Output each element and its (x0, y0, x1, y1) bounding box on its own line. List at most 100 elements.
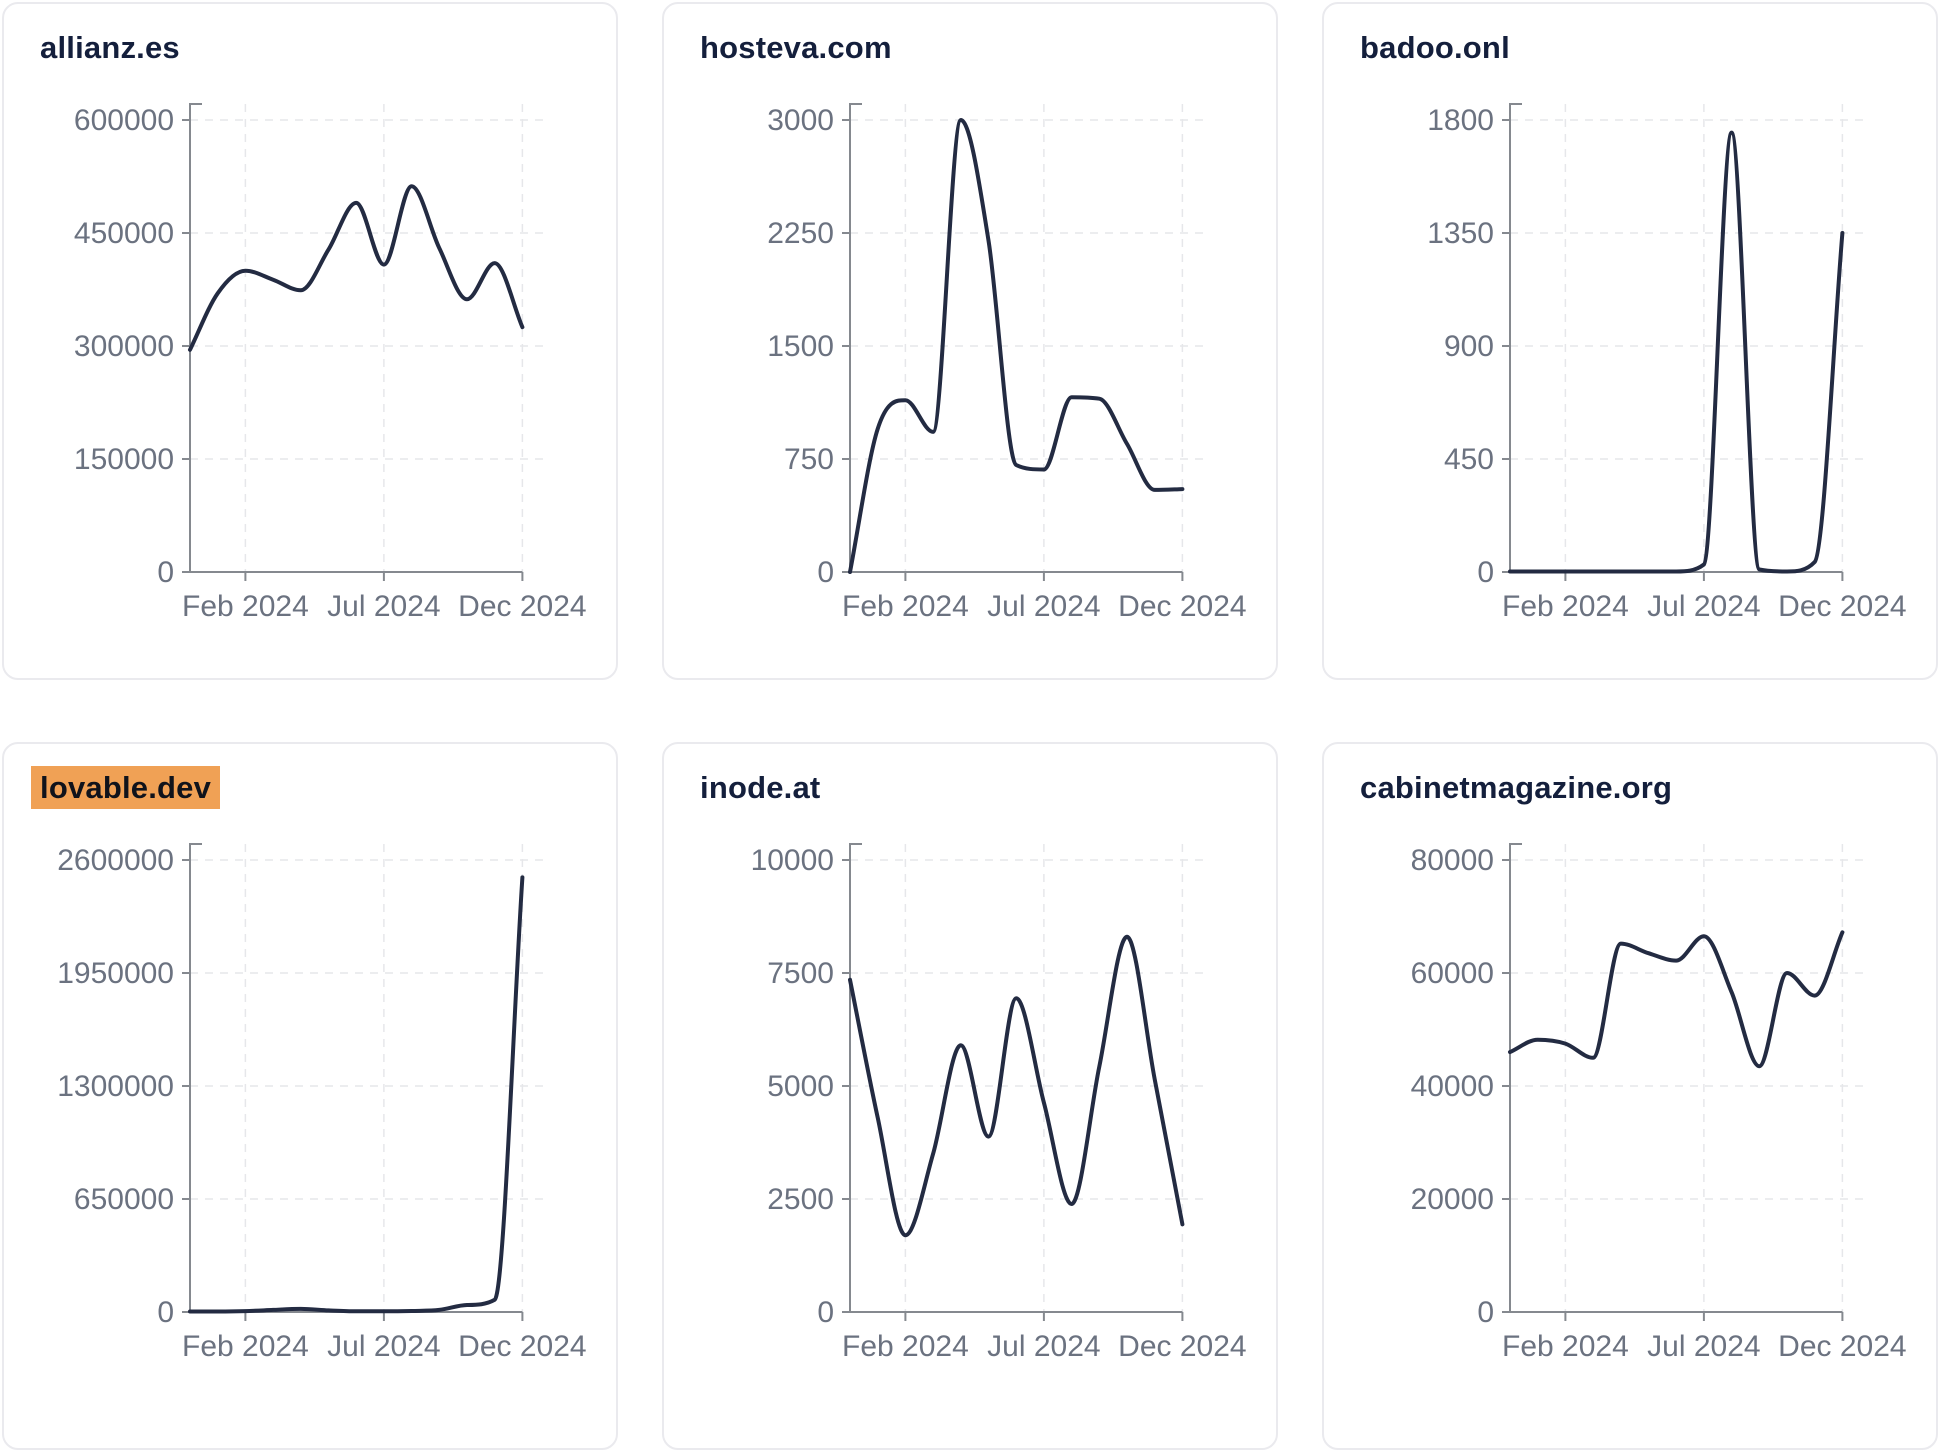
chart-title-row: cabinetmagazine.org (1324, 744, 1936, 816)
line-chart: 0 650000 1300000 1950000 2600000 Feb 2024 Jul … (57, 843, 587, 1363)
chart-title-selected[interactable]: lovable.dev (31, 766, 221, 809)
y-tick-label: 80000 (1411, 844, 1494, 877)
y-axis-labels: 0 450 900 1350 1800 (1427, 104, 1494, 589)
y-tick-label: 150000 (74, 443, 174, 476)
y-tick-label: 450000 (74, 217, 174, 250)
x-tick-label: Feb 2024 (842, 590, 969, 623)
y-tick-label: 60000 (1411, 957, 1494, 990)
chart-card: badoo.onl 0 450 900 1350 1800 Feb 2024 Jul 202… (1322, 2, 1938, 680)
gridlines (1510, 844, 1869, 1312)
chart-title[interactable]: badoo.onl (1360, 30, 1510, 65)
series-line (848, 118, 1185, 574)
y-tick-label: 2250 (767, 217, 834, 250)
series-line (1508, 930, 1845, 1069)
y-axis-labels: 0 750 1500 2250 3000 (767, 104, 834, 589)
x-tick-label: Feb 2024 (842, 1330, 969, 1363)
y-tick-label: 2600000 (57, 844, 174, 877)
x-tick-label: Dec 2024 (458, 1330, 586, 1363)
y-tick-label: 20000 (1411, 1183, 1494, 1216)
chart-title[interactable]: allianz.es (40, 30, 180, 65)
x-tick-label: Jul 2024 (327, 590, 440, 623)
y-axis (1502, 103, 1522, 573)
y-axis (1502, 843, 1522, 1313)
series-line (188, 184, 525, 352)
x-axis-labels: Feb 2024 Jul 2024 Dec 2024 (842, 1330, 1247, 1363)
y-tick-label: 650000 (74, 1183, 174, 1216)
x-axis (850, 571, 1184, 581)
x-axis (1510, 1311, 1844, 1321)
gridlines (190, 104, 549, 572)
x-tick-label: Dec 2024 (458, 590, 586, 623)
x-axis (190, 1311, 524, 1321)
x-axis-labels: Feb 2024 Jul 2024 Dec 2024 (842, 590, 1247, 623)
chart-card: hosteva.com 0 750 1500 2250 3000 Feb 2024 Jul … (662, 2, 1278, 680)
y-axis-labels: 0 2500 5000 7500 10000 (751, 844, 834, 1329)
y-tick-label: 1950000 (57, 957, 174, 990)
y-axis (182, 103, 202, 573)
x-tick-label: Jul 2024 (1647, 1330, 1760, 1363)
line-chart: 0 450 900 1350 1800 Feb 2024 Jul 2024 Dec 2024 (1427, 103, 1907, 623)
y-tick-label: 0 (1477, 1296, 1494, 1329)
chart-title-row: hosteva.com (664, 4, 1276, 76)
y-axis (842, 843, 862, 1313)
y-axis-labels: 0 150000 300000 450000 600000 (74, 104, 174, 589)
x-tick-label: Feb 2024 (1502, 1330, 1629, 1363)
y-axis (842, 103, 862, 573)
series-line (188, 875, 525, 1314)
x-tick-label: Feb 2024 (182, 1330, 309, 1363)
y-tick-label: 750 (784, 443, 834, 476)
line-chart: 0 2500 5000 7500 10000 Feb 2024 Jul 2024 Dec 20… (751, 843, 1247, 1363)
y-tick-label: 5000 (767, 1070, 834, 1103)
chart-title-row: badoo.onl (1324, 4, 1936, 76)
x-tick-label: Jul 2024 (327, 1330, 440, 1363)
chart-card: lovable.dev 0 650000 1300000 1950000 2600000… (2, 742, 618, 1450)
y-tick-label: 0 (817, 556, 834, 589)
gridlines (1510, 104, 1869, 572)
series-line (1508, 130, 1845, 574)
x-tick-label: Jul 2024 (1647, 590, 1760, 623)
chart-title-row: lovable.dev (4, 744, 616, 816)
y-tick-label: 7500 (767, 957, 834, 990)
chart-card: inode.at 0 2500 5000 7500 10000 Feb 2024 Jul 2… (662, 742, 1278, 1450)
y-tick-label: 0 (157, 556, 174, 589)
y-tick-label: 0 (817, 1296, 834, 1329)
chart-title-row: allianz.es (4, 4, 616, 76)
x-axis-labels: Feb 2024 Jul 2024 Dec 2024 (1502, 590, 1907, 623)
chart-title-row: inode.at (664, 744, 1276, 816)
y-tick-label: 10000 (751, 844, 834, 877)
y-tick-label: 3000 (767, 104, 834, 137)
y-tick-label: 900 (1444, 330, 1494, 363)
y-tick-label: 1800 (1427, 104, 1494, 137)
x-axis-labels: Feb 2024 Jul 2024 Dec 2024 (182, 1330, 587, 1363)
x-axis-labels: Feb 2024 Jul 2024 Dec 2024 (182, 590, 587, 623)
line-chart: 0 750 1500 2250 3000 Feb 2024 Jul 2024 Dec 2024 (767, 103, 1247, 623)
y-tick-label: 600000 (74, 104, 174, 137)
y-tick-label: 450 (1444, 443, 1494, 476)
chart-title[interactable]: hosteva.com (700, 30, 892, 65)
x-axis (190, 571, 524, 581)
x-tick-label: Dec 2024 (1778, 1330, 1906, 1363)
chart-title[interactable]: cabinetmagazine.org (1360, 770, 1673, 805)
y-axis (182, 843, 202, 1313)
chart-title[interactable]: inode.at (700, 770, 821, 805)
x-tick-label: Jul 2024 (987, 1330, 1100, 1363)
chart-card: cabinetmagazine.org 0 20000 40000 60000 8000… (1322, 742, 1938, 1450)
x-tick-label: Feb 2024 (1502, 590, 1629, 623)
y-tick-label: 300000 (74, 330, 174, 363)
x-tick-label: Dec 2024 (1778, 590, 1906, 623)
y-tick-label: 1300000 (57, 1070, 174, 1103)
x-tick-label: Feb 2024 (182, 590, 309, 623)
chart-card: allianz.es 0 150000 300000 450000 600000 Feb … (2, 2, 618, 680)
gridlines (850, 104, 1209, 572)
line-chart: 0 150000 300000 450000 600000 Feb 2024 Jul 202… (74, 103, 587, 623)
y-axis-labels: 0 20000 40000 60000 80000 (1411, 844, 1494, 1329)
y-tick-label: 1500 (767, 330, 834, 363)
y-tick-label: 1350 (1427, 217, 1494, 250)
line-chart: 0 20000 40000 60000 80000 Feb 2024 Jul 2024 Dec… (1411, 843, 1907, 1363)
x-tick-label: Jul 2024 (987, 590, 1100, 623)
x-tick-label: Dec 2024 (1118, 590, 1246, 623)
y-tick-label: 2500 (767, 1183, 834, 1216)
y-tick-label: 0 (157, 1296, 174, 1329)
gridlines (190, 844, 549, 1312)
